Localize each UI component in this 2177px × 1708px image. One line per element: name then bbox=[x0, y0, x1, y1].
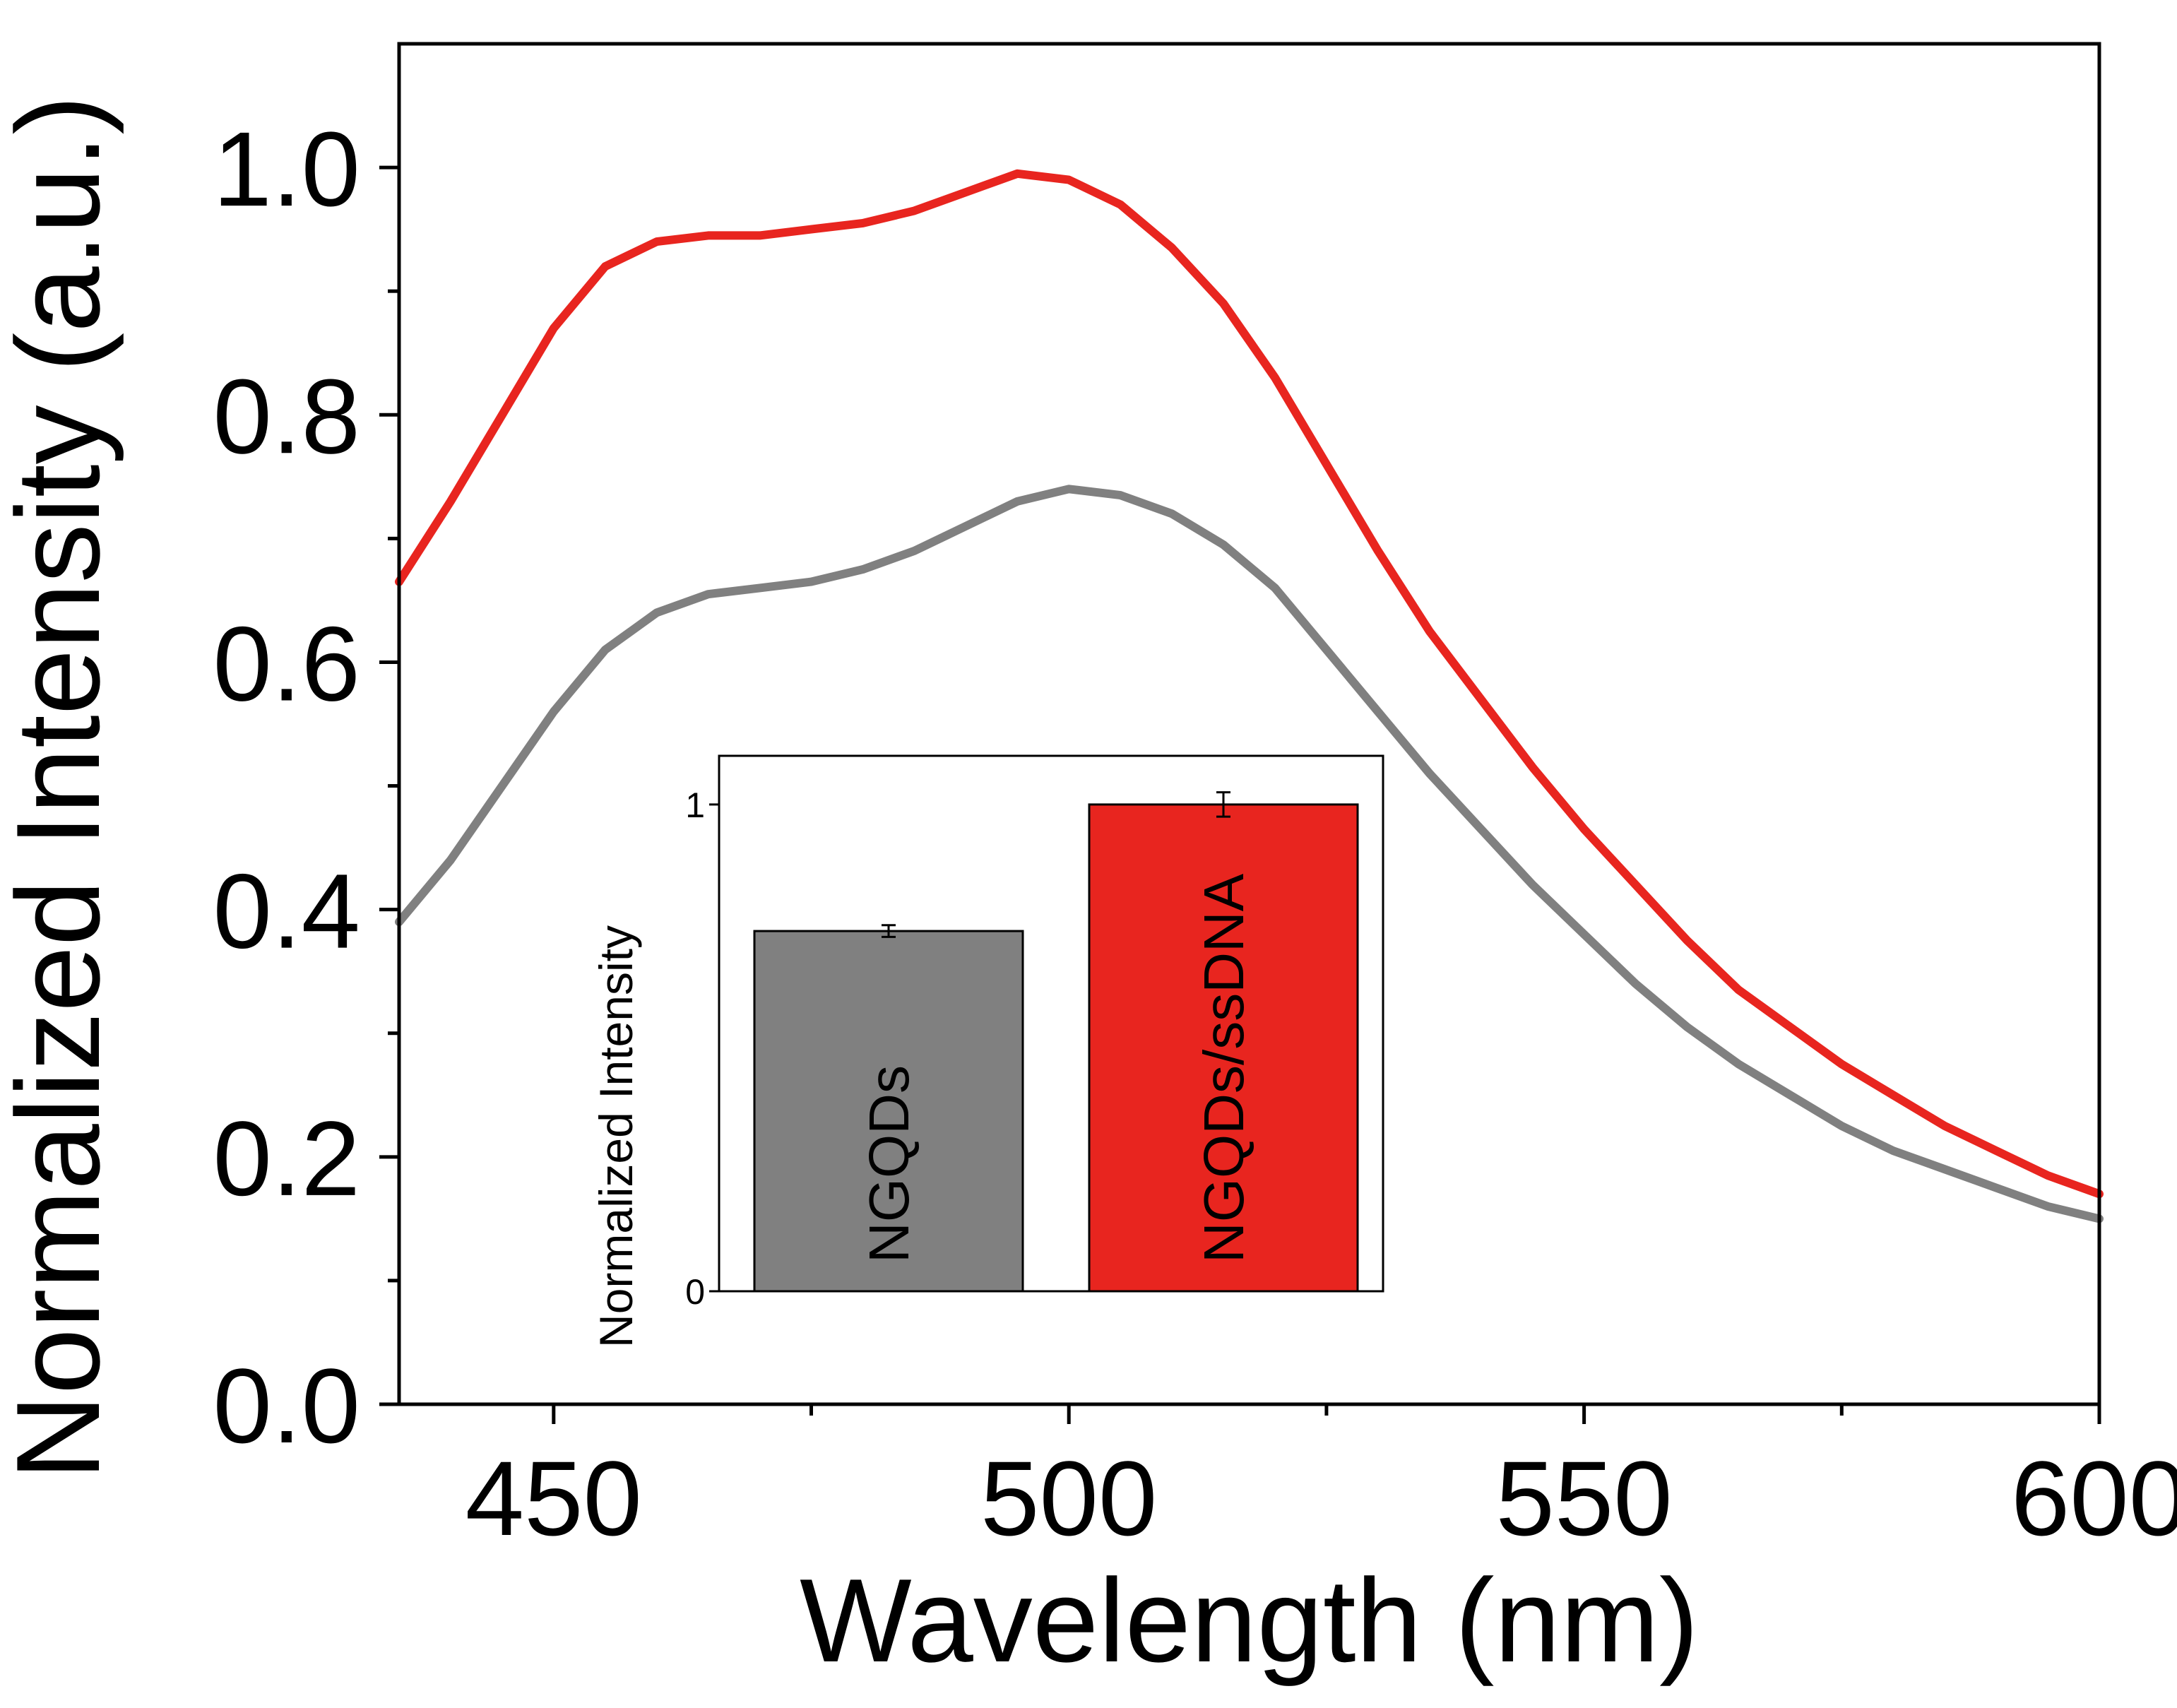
inset-y-axis-title: Normalized Intensity bbox=[590, 925, 642, 1348]
x-tick-label: 550 bbox=[1495, 1439, 1672, 1558]
y-axis-title: Normalized Intensity (a.u.) bbox=[0, 95, 124, 1481]
series-line-ngqds bbox=[395, 485, 2104, 1223]
inset-error-bar-ngqds-ssdna bbox=[1216, 791, 1230, 818]
y-tick-label: 0.2 bbox=[213, 1099, 360, 1218]
inset-bars-group: NGQDs NGQDs/ssDNA bbox=[753, 791, 1359, 1293]
inset-bar-ngqds-ssdna bbox=[1088, 803, 1359, 1293]
x-axis-title: Wavelength (nm) bbox=[800, 1554, 1699, 1687]
inset-y-tick-label: 0 bbox=[685, 1272, 705, 1312]
inset-bar-chart: NGQDs NGQDs/ssDNA 01 Normalized Intensity bbox=[590, 754, 1384, 1348]
inset-bar-label-ngqds: NGQDs bbox=[858, 1065, 920, 1263]
inset-plot-frame bbox=[718, 754, 1384, 1293]
y-tick-label: 0.8 bbox=[213, 357, 360, 475]
series-line-ngqds-ssdna bbox=[395, 169, 2104, 1199]
main-ticks-group bbox=[379, 165, 2101, 1424]
y-tick-label: 0.6 bbox=[213, 604, 360, 723]
inset-y-tick-label: 1 bbox=[685, 785, 705, 825]
y-tick-label: 0.4 bbox=[213, 852, 360, 971]
main-y-tick-labels: 0.0 0.2 0.4 0.6 0.8 1.0 bbox=[213, 109, 360, 1465]
y-tick-label: 0.0 bbox=[213, 1346, 360, 1465]
main-plot-frame bbox=[397, 42, 2101, 1406]
inset-error-bar-ngqds bbox=[882, 924, 896, 938]
main-x-tick-labels: 450 500 550 600 bbox=[465, 1439, 2177, 1558]
inset-bar-label-ngqds-ssdna: NGQDs/ssDNA bbox=[1192, 873, 1255, 1263]
main-chart: 450 500 550 600 0.0 0.2 0.4 0.6 0.8 1.0 Waveleng… bbox=[0, 42, 2177, 1687]
x-tick-label: 600 bbox=[2011, 1439, 2177, 1558]
x-tick-label: 450 bbox=[465, 1439, 642, 1558]
y-tick-label: 1.0 bbox=[213, 109, 360, 228]
inset-ticks-group: 01 bbox=[685, 785, 719, 1312]
main-series-group bbox=[395, 169, 2104, 1223]
x-tick-label: 500 bbox=[980, 1439, 1157, 1558]
inset-bar-ngqds bbox=[753, 930, 1024, 1293]
